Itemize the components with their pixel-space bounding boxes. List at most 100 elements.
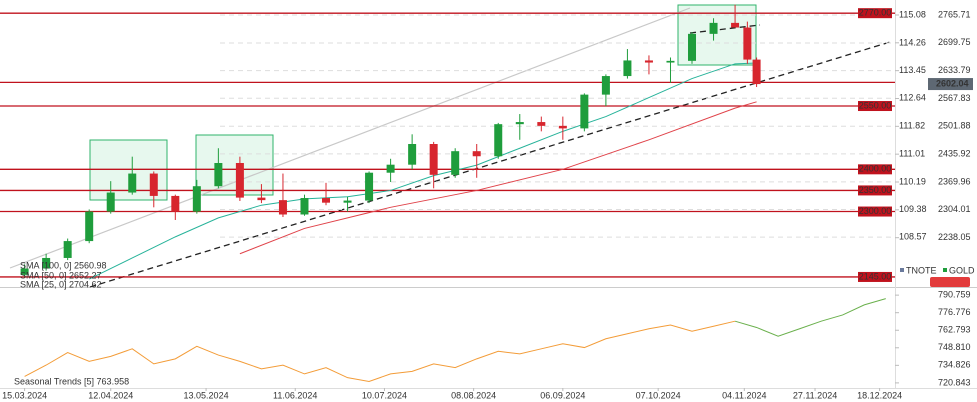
current-price-marker xyxy=(928,78,973,91)
x-tick-label: 06.09.2024 xyxy=(540,390,585,400)
x-tick-label: 12.04.2024 xyxy=(88,390,133,400)
candle-body xyxy=(537,122,546,126)
y-tick-label: 2765.71 xyxy=(938,9,971,19)
y2-tick-label: 110.19 xyxy=(899,176,926,186)
candle-body xyxy=(408,144,417,165)
y-tick-label: 2369.96 xyxy=(938,176,971,186)
candle-body xyxy=(601,76,610,95)
y-tick-label: 776.776 xyxy=(938,307,971,317)
candle-body xyxy=(214,162,223,187)
y-tick-label: 2435.92 xyxy=(938,149,971,159)
x-tick-label: 13.05.2024 xyxy=(184,390,229,400)
level-label: 2350.00 xyxy=(859,185,892,195)
candle-body xyxy=(472,151,481,157)
candle-body xyxy=(63,241,72,258)
y-tick-label: 2699.75 xyxy=(938,37,971,47)
candle-body xyxy=(20,268,29,275)
level-badge xyxy=(858,101,892,112)
y2-tick-label: 111.01 xyxy=(899,148,925,158)
legend-swatch xyxy=(900,268,904,272)
candle-body xyxy=(709,22,718,34)
candle-body xyxy=(192,186,201,212)
seasonal-line xyxy=(734,298,886,337)
candle-body xyxy=(743,27,752,60)
y-tick-label: 762.793 xyxy=(938,325,971,335)
y-tick-label: 2304.01 xyxy=(938,204,971,214)
candle-body xyxy=(171,195,180,212)
candle-body xyxy=(343,200,352,203)
candle-body xyxy=(558,125,567,129)
channel-line xyxy=(9,7,691,269)
x-tick-label: 18.12.2024 xyxy=(857,390,902,400)
candle-body xyxy=(386,164,395,173)
y2-tick-label: 108.57 xyxy=(899,232,927,242)
y-tick-label: 720.843 xyxy=(938,377,971,387)
legend-sma: SMA [50, 0] 2652.27 xyxy=(20,270,102,280)
level-badge xyxy=(858,206,892,217)
range-box xyxy=(195,134,274,196)
y2-tick-label: 111.82 xyxy=(899,121,925,131)
candle-body xyxy=(731,22,740,28)
x-tick-label: 11.06.2024 xyxy=(273,390,317,400)
candle-body xyxy=(128,173,137,193)
candle-body xyxy=(85,211,94,242)
candle-body xyxy=(106,192,115,212)
candle-body xyxy=(149,173,158,196)
x-tick-label: 15.03.2024 xyxy=(2,390,47,400)
candle-body xyxy=(451,151,460,175)
candle-body xyxy=(752,59,761,85)
legend-sma: SMA [25, 0] 2704.62 xyxy=(20,279,102,289)
y2-tick-label: 114.26 xyxy=(899,37,926,47)
candle-body xyxy=(42,257,51,269)
candle-body xyxy=(257,197,266,201)
candle-body xyxy=(688,33,697,61)
candle-body xyxy=(494,124,503,157)
x-tick-label: 04.11.2024 xyxy=(722,390,766,400)
candle-body xyxy=(300,198,309,215)
candle-body xyxy=(278,200,287,215)
x-tick-label: 08.08.2024 xyxy=(451,390,496,400)
legend-label: GOLD xyxy=(949,265,975,275)
candle-body xyxy=(365,172,374,201)
candle-body xyxy=(429,144,438,175)
candle-body xyxy=(623,60,632,77)
y-tick-label: 790.759 xyxy=(938,290,971,300)
level-badge xyxy=(858,185,892,196)
y-tick-label: 748.810 xyxy=(938,342,971,352)
candle-body xyxy=(644,60,653,63)
level-label: 2300.00 xyxy=(859,206,892,216)
legend-sma: SMA [100, 0] 2560.98 xyxy=(20,260,107,270)
level-badge xyxy=(858,8,892,19)
candle-body xyxy=(580,94,589,129)
level-badge xyxy=(858,271,892,282)
x-tick-label: 10.07.2024 xyxy=(362,390,407,400)
gold-badge xyxy=(930,277,970,287)
level-badge xyxy=(858,164,892,175)
candle-body xyxy=(235,162,244,198)
legend-swatch xyxy=(943,268,947,272)
y2-tick-label: 109.38 xyxy=(899,204,927,214)
y2-tick-label: 113.45 xyxy=(899,65,926,75)
level-label: 2770.00 xyxy=(859,8,892,18)
legend-label: TNOTE xyxy=(906,265,937,275)
seasonal-line xyxy=(24,320,736,382)
y2-tick-label: 112.64 xyxy=(899,93,926,103)
candle-body xyxy=(515,122,524,125)
candle-body xyxy=(666,60,675,63)
x-tick-label: 07.10.2024 xyxy=(636,390,681,400)
trend-line xyxy=(689,24,761,34)
y-tick-label: 2633.79 xyxy=(938,65,971,75)
y-tick-label: 2501.88 xyxy=(938,121,971,131)
y-tick-label: 2238.05 xyxy=(938,232,971,242)
current-price-label: 2602.04 xyxy=(936,78,969,88)
x-tick-label: 27.11.2024 xyxy=(793,390,837,400)
level-label: 2145.00 xyxy=(859,271,892,281)
level-label: 2400.00 xyxy=(859,164,892,174)
seasonal-title: Seasonal Trends [5] 763.958 xyxy=(14,376,129,386)
y2-tick-label: 115.08 xyxy=(899,9,926,19)
candle-body xyxy=(322,198,331,203)
y-tick-label: 2567.83 xyxy=(938,93,971,103)
